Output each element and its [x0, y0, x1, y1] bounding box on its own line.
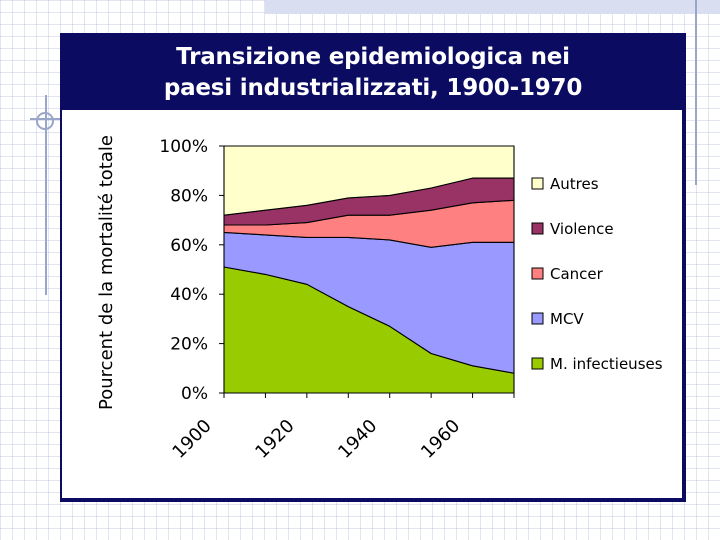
- plot-frame: [223, 145, 515, 394]
- y-axis-title: Pourcent de la mortalité totale: [96, 135, 117, 410]
- chart-area: 0% 20% 40% 60% 80% 100% 1900 1920 1940 1960 Pource…: [62, 110, 682, 498]
- legend-label: Violence: [550, 220, 614, 238]
- x-tick-label: 1900: [168, 415, 215, 462]
- legend-swatch: [531, 267, 544, 280]
- top-decor-band: [265, 0, 720, 14]
- y-tick-label: 80%: [170, 186, 208, 206]
- x-tick-label: 1920: [251, 415, 298, 462]
- legend-label: Autres: [550, 175, 599, 193]
- slide-title: Transizione epidemiologica nei paesi ind…: [60, 42, 686, 104]
- x-tick-label: 1960: [417, 415, 464, 462]
- y-tick-label: 20%: [170, 335, 208, 355]
- title-line-1: Transizione epidemiologica nei: [176, 44, 570, 70]
- y-tick-label: 40%: [170, 285, 208, 305]
- y-tick-label: 60%: [170, 236, 208, 256]
- y-tick-label: 100%: [159, 137, 208, 157]
- legend-label: Cancer: [550, 265, 604, 283]
- legend-swatch: [531, 177, 544, 190]
- legend-label: M. infectieuses: [550, 355, 663, 373]
- x-tick-label: 1940: [334, 415, 381, 462]
- legend-swatch: [531, 357, 544, 370]
- y-tick-label: 0%: [181, 384, 208, 404]
- left-decor-line: [45, 95, 47, 295]
- legend-label: MCV: [550, 310, 584, 328]
- legend-swatch: [531, 312, 544, 325]
- left-decor-circle: [36, 112, 54, 130]
- legend-swatch: [531, 222, 544, 235]
- area-chart: 0% 20% 40% 60% 80% 100% 1900 1920 1940 1960 Pource…: [96, 135, 663, 463]
- title-line-2: paesi industrializzati, 1900-1970: [163, 75, 583, 101]
- right-decor-line: [695, 0, 697, 185]
